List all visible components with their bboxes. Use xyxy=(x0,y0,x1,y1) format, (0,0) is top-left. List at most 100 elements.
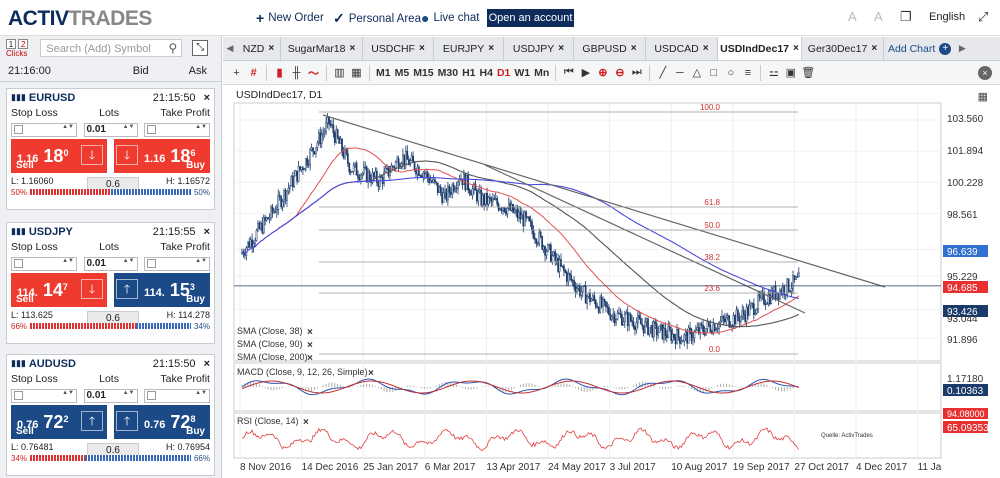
font-decrease-icon[interactable]: A xyxy=(848,9,857,24)
jump-start-icon[interactable]: ⏮ xyxy=(563,66,574,78)
stop-loss-checkbox[interactable] xyxy=(14,391,23,400)
click-mode-selector[interactable]: 1 2 Clicks xyxy=(6,38,29,58)
close-icon[interactable]: × xyxy=(203,91,210,104)
spinner-icon[interactable]: ▲▼ xyxy=(195,389,207,396)
delete-icon[interactable]: 🗑 xyxy=(801,67,816,79)
indicators-icon[interactable]: ▥ xyxy=(334,67,345,79)
tab-usdchf[interactable]: USDCHF × xyxy=(363,37,434,60)
lots-input[interactable]: 0.01 ▲▼ xyxy=(83,388,138,403)
new-order-button[interactable]: + New Order xyxy=(256,10,324,26)
tab-usdcad[interactable]: USDCAD × xyxy=(646,37,718,60)
tabs-scroll-right-icon[interactable]: ▶ xyxy=(958,43,966,53)
tab-ger30dec17[interactable]: Ger30Dec17 × xyxy=(802,37,884,60)
close-tab-icon[interactable]: × xyxy=(488,43,495,54)
stop-loss-input[interactable]: ▲▼ xyxy=(11,122,77,137)
chart-bars-icon[interactable]: ▮▮▮ xyxy=(11,92,26,102)
close-tab-icon[interactable]: × xyxy=(793,43,799,54)
buy-button[interactable]: 🡑 114. 153 Buy xyxy=(114,273,210,307)
spinner-icon[interactable]: ▲▼ xyxy=(62,257,74,264)
spinner-icon[interactable]: ▲▼ xyxy=(122,257,135,264)
chart-bars-icon[interactable]: ▮▮▮ xyxy=(11,358,26,368)
stop-loss-checkbox[interactable] xyxy=(14,125,23,134)
tab-sugarmar18[interactable]: SugarMar18 × xyxy=(281,37,363,60)
tab-usdjpy[interactable]: USDJPY × xyxy=(504,37,574,60)
zoom-in-icon[interactable]: ⊕ xyxy=(598,67,608,79)
fibonacci-icon[interactable]: ≡ xyxy=(744,66,751,79)
zoom-out-icon[interactable]: ⊖ xyxy=(615,67,625,79)
spinner-icon[interactable]: ▲▼ xyxy=(62,123,74,130)
timeframe-d1[interactable]: D1 xyxy=(496,64,511,82)
horizontal-line-icon[interactable]: ─ xyxy=(675,66,684,79)
take-profit-input[interactable]: ▲▼ xyxy=(144,256,210,271)
language-selector[interactable]: English xyxy=(929,11,966,23)
layout-grid-icon[interactable]: ▦ xyxy=(977,91,988,103)
jump-end-icon[interactable]: ⏭ xyxy=(631,66,642,78)
grid-icon[interactable]: # xyxy=(250,66,257,79)
tab-gbpusd[interactable]: GBPUSD × xyxy=(574,37,646,60)
sell-button[interactable]: 1.16 180 Sell 🡓 xyxy=(11,139,107,173)
spinner-icon[interactable]: ▲▼ xyxy=(195,257,207,264)
remove-indicator-icon[interactable]: × xyxy=(307,327,313,338)
timeframe-m5[interactable]: M5 xyxy=(394,64,411,82)
expand-icon[interactable]: ⤡ xyxy=(192,40,209,56)
chart-area[interactable]: USDIndDec17, D1 ▦ 8 Nov 2016 14 Dec 2016 2… xyxy=(223,85,1000,478)
close-tab-icon[interactable]: × xyxy=(418,43,425,54)
font-increase-icon[interactable]: A xyxy=(874,9,883,24)
take-profit-checkbox[interactable] xyxy=(147,259,156,268)
close-tab-icon[interactable]: × xyxy=(268,43,275,54)
rectangle-icon[interactable]: □ xyxy=(710,66,718,79)
sell-button[interactable]: 0.76 722 Sell 🡑 xyxy=(11,405,107,439)
lots-input[interactable]: 0.01 ▲▼ xyxy=(83,256,138,271)
close-toolbar-icon[interactable]: × xyxy=(978,65,992,80)
remove-indicator-icon[interactable]: × xyxy=(307,340,313,351)
close-tab-icon[interactable]: × xyxy=(702,43,709,54)
timeframe-w1[interactable]: W1 xyxy=(513,64,531,82)
tab-nzd[interactable]: NZD × xyxy=(237,37,281,60)
close-tab-icon[interactable]: × xyxy=(558,43,565,54)
symbol-search-input[interactable]: Search (Add) Symbol ⚲ xyxy=(40,39,183,57)
remove-indicator-icon[interactable]: × xyxy=(368,368,374,379)
stop-loss-checkbox[interactable] xyxy=(14,259,23,268)
tabs-scroll-left-icon[interactable]: ◀ xyxy=(226,43,234,53)
take-profit-checkbox[interactable] xyxy=(147,391,156,400)
timeframe-h1[interactable]: H1 xyxy=(461,64,476,82)
close-tab-icon[interactable]: × xyxy=(871,43,878,54)
instrument-symbol[interactable]: EURUSD xyxy=(28,91,76,104)
price-chart[interactable]: 8 Nov 2016 14 Dec 2016 25 Jan 2017 6 Mar 20… xyxy=(223,85,1000,478)
remove-indicator-icon[interactable]: × xyxy=(303,417,309,428)
take-profit-input[interactable]: ▲▼ xyxy=(144,388,210,403)
close-tab-icon[interactable]: × xyxy=(349,43,356,54)
instrument-symbol[interactable]: USDJPY xyxy=(28,225,73,238)
spinner-icon[interactable]: ▲▼ xyxy=(122,123,135,130)
timeframe-mn[interactable]: Mn xyxy=(533,64,550,82)
sell-button[interactable]: 114. 147 Sell 🡓 xyxy=(11,273,107,307)
activtrades-logo[interactable]: ACTIVTRADES xyxy=(8,7,152,30)
buy-button[interactable]: 🡑 0.76 728 Buy xyxy=(114,405,210,439)
add-chart-button[interactable]: Add Chart + xyxy=(884,37,956,60)
detach-window-icon[interactable]: ❐ xyxy=(900,9,912,24)
chart-bars-icon[interactable]: ▮▮▮ xyxy=(11,226,26,236)
fullscreen-icon[interactable]: ⤢ xyxy=(978,9,989,24)
lots-input[interactable]: 0.01 ▲▼ xyxy=(83,122,138,137)
close-tab-icon[interactable]: × xyxy=(630,43,637,54)
timeframe-h4[interactable]: H4 xyxy=(479,64,494,82)
timeframe-m15[interactable]: M15 xyxy=(412,64,434,82)
tab-usdinddec17[interactable]: USDIndDec17 × xyxy=(718,37,802,60)
stop-loss-input[interactable]: ▲▼ xyxy=(11,388,77,403)
crosshair-icon[interactable]: + xyxy=(233,66,240,79)
buy-button[interactable]: 🡓 1.16 186 Buy xyxy=(114,139,210,173)
tab-eurjpy[interactable]: EURJPY × xyxy=(434,37,504,60)
line-chart-icon[interactable]: 〜 xyxy=(308,67,319,80)
timeframe-m1[interactable]: M1 xyxy=(375,64,392,82)
timeframe-m30[interactable]: M30 xyxy=(437,64,459,82)
live-chat-link[interactable]: ● Live chat xyxy=(421,10,480,26)
take-profit-input[interactable]: ▲▼ xyxy=(144,122,210,137)
close-icon[interactable]: × xyxy=(203,225,210,238)
instrument-symbol[interactable]: AUDUSD xyxy=(28,357,76,370)
take-profit-checkbox[interactable] xyxy=(147,125,156,134)
candlestick-icon[interactable]: ▮ xyxy=(276,67,283,79)
remove-indicator-icon[interactable]: × xyxy=(307,353,313,364)
bar-chart-icon[interactable]: ╫ xyxy=(292,66,301,79)
trendline-icon[interactable]: ╱ xyxy=(659,67,667,79)
play-icon[interactable]: ▶ xyxy=(581,67,591,79)
